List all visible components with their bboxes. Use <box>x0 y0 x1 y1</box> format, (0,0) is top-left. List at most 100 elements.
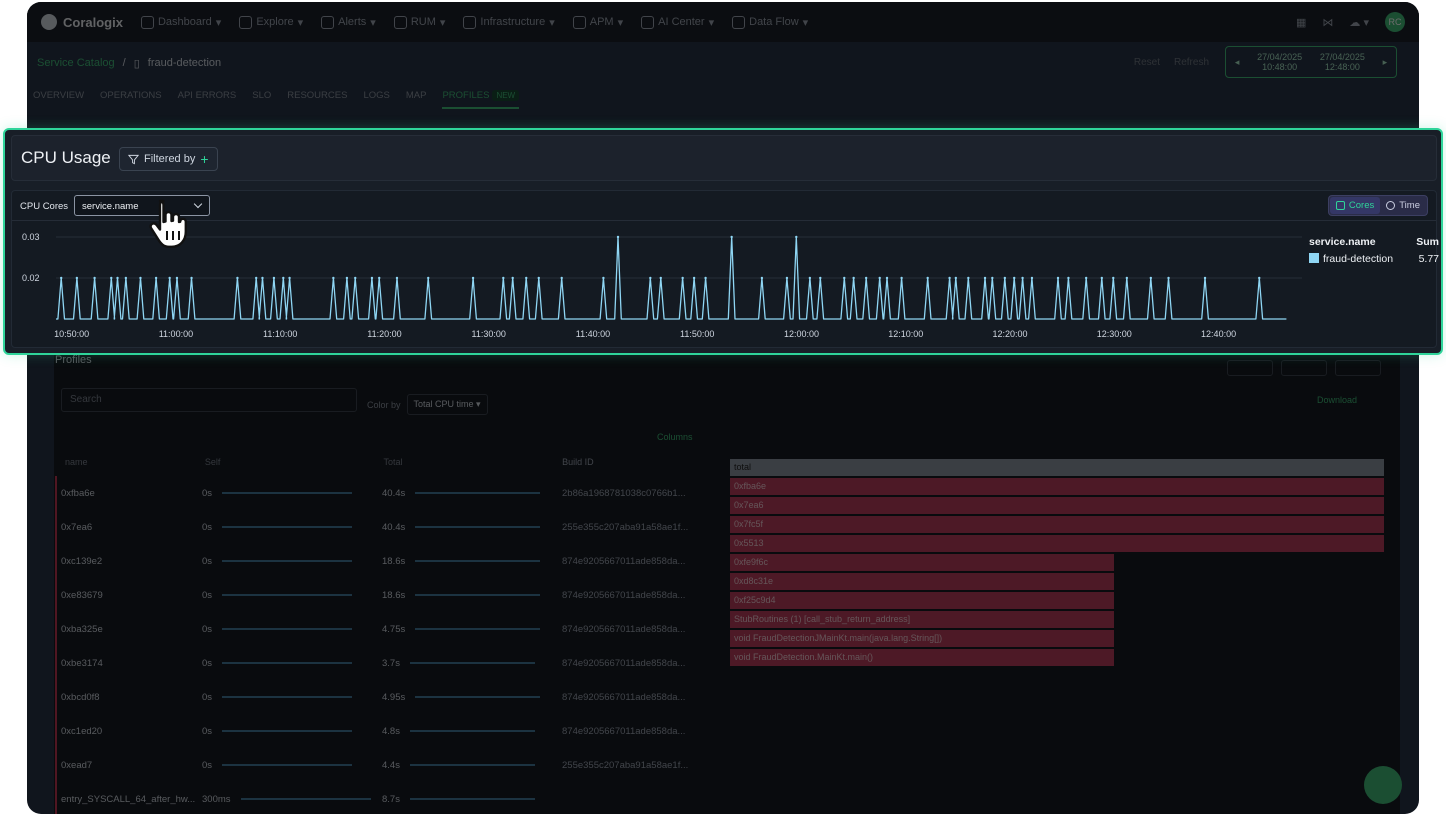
nav-item-ai-center[interactable]: AI Center ▾ <box>641 15 714 29</box>
coralogix-logo-icon <box>41 14 57 30</box>
tab-overview[interactable]: OVERVIEW <box>33 90 85 101</box>
table-row[interactable]: 0x7ea6 0s 40.4s 255e355c207aba91a58ae1f... <box>55 510 715 544</box>
view-button-2[interactable] <box>1281 360 1327 376</box>
data-point <box>616 235 620 239</box>
nav-item-data-flow[interactable]: Data Flow ▾ <box>732 15 808 29</box>
chevron-right-icon[interactable]: ▸ <box>1382 56 1388 67</box>
nav-item-alerts[interactable]: Alerts ▾ <box>321 15 376 29</box>
table-row[interactable]: 0xe83679 0s 18.6s 874e9205667011ade858da... <box>55 578 715 612</box>
data-point <box>395 276 399 280</box>
tab-map[interactable]: MAP <box>405 90 427 101</box>
tab-logs[interactable]: LOGS <box>363 90 390 101</box>
reset-button[interactable]: Reset <box>1133 57 1160 68</box>
data-point <box>154 276 158 280</box>
table-row[interactable]: 0xc139e2 0s 18.6s 874e9205667011ade858da... <box>55 544 715 578</box>
time-range-picker[interactable]: ◂ 27/04/2025 10:48:00 27/04/2025 12:48:00 … <box>1225 46 1397 78</box>
data-point <box>649 276 652 280</box>
x-tick-label: 12:20:00 <box>993 329 1028 339</box>
cell-self-text: 300ms <box>202 793 231 805</box>
tab-api-errors[interactable]: API ERRORS <box>177 90 237 101</box>
to-date: 27/04/2025 <box>1319 52 1365 62</box>
flame-frame[interactable]: 0xd8c31e <box>730 573 1114 590</box>
cloud-icon[interactable]: ☁ ▾ <box>1349 16 1369 29</box>
flame-frame[interactable]: void FraudDetectionJMainKt.main(java.lan… <box>730 630 1114 647</box>
x-tick-label: 12:00:00 <box>784 329 819 339</box>
to-time: 12:48:00 <box>1324 62 1360 72</box>
cell-total-text: 3.7s <box>382 657 400 669</box>
view-button-1[interactable] <box>1227 360 1273 376</box>
breadcrumb-separator: / <box>122 57 126 69</box>
tab-profiles[interactable]: PROFILES NEW <box>442 90 520 109</box>
color-by-select[interactable]: Total CPU time ▾ <box>406 394 488 415</box>
flame-frame[interactable]: 0x7ea6 <box>730 497 1384 514</box>
user-avatar[interactable]: RC <box>1385 12 1405 32</box>
toggle-cores[interactable]: Cores <box>1329 197 1381 214</box>
cell-build-id: 874e9205667011ade858da... <box>562 658 712 669</box>
card-title: CPU Usage <box>21 148 111 167</box>
tab-operations[interactable]: OPERATIONS <box>100 90 162 101</box>
table-row[interactable]: 0xead7 0s 4.4s 255e355c207aba91a58ae1f... <box>55 748 715 782</box>
view-button-3[interactable] <box>1335 360 1381 376</box>
cell-build-id-text: 874e9205667011ade858da... <box>562 691 686 703</box>
flame-root-frame[interactable]: total <box>730 459 1384 476</box>
flame-frame[interactable]: 0x7fc5f <box>730 516 1384 533</box>
tab-resources[interactable]: RESOURCES <box>287 90 348 101</box>
top-navigation: Coralogix Dashboard ▾ Explore ▾ Alerts ▾… <box>27 2 1419 42</box>
data-point <box>254 276 258 280</box>
download-button[interactable]: Download <box>1317 395 1358 405</box>
chip-icon <box>1335 201 1345 210</box>
y-tick-label: 0.02 <box>22 273 40 283</box>
legend-entry[interactable]: fraud-detection 5.77 <box>1309 253 1439 265</box>
table-row[interactable]: entry_SYSCALL_64_after_hw... 300ms 8.7s <box>55 782 715 814</box>
column-header-name[interactable]: name <box>65 457 88 467</box>
flame-frame[interactable]: 0xfe9f6c <box>730 554 1114 571</box>
cell-self-text: 0s <box>202 555 213 567</box>
nav-item-explore[interactable]: Explore ▾ <box>239 15 303 29</box>
toggle-time[interactable]: Time <box>1380 197 1426 214</box>
flame-frame[interactable]: 0xfba6e <box>730 478 1384 495</box>
toggle-cores-label: Cores <box>1348 200 1375 211</box>
flame-frame[interactable]: 0xf25c9d4 <box>730 592 1114 609</box>
column-header-self[interactable]: Self <box>204 457 221 467</box>
table-row[interactable]: 0xc1ed20 0s 4.8s 874e9205667011ade858da... <box>55 714 715 748</box>
flame-frame[interactable]: StubRoutines (1) [call_stub_return_addre… <box>730 611 1114 628</box>
ai-icon <box>641 15 655 29</box>
column-header-total[interactable]: Total <box>383 457 403 467</box>
cell-self: 0s <box>202 760 382 771</box>
cpu-line-chart[interactable]: 0.03 0.02 10:50:00 11:00:00 11:10:00 11:20:00… <box>12 221 1302 347</box>
cell-name: 0xfba6e <box>57 488 202 499</box>
group-by-select[interactable]: service.name <box>74 195 210 216</box>
share-icon[interactable]: ⋈ <box>1322 16 1334 29</box>
flame-frame[interactable]: 0x5513 <box>730 535 1384 552</box>
breadcrumb-root-link[interactable]: Service Catalog <box>37 57 115 69</box>
data-point <box>471 276 475 280</box>
cell-total: 18.6s <box>382 556 562 567</box>
filtered-by-button[interactable]: Filtered by + <box>119 147 218 171</box>
column-header-build-id[interactable]: Build ID <box>562 457 594 467</box>
profiles-search-input[interactable]: Search <box>61 388 357 412</box>
value-bar <box>222 491 353 494</box>
cpu-usage-header: CPU Usage Filtered by + <box>11 135 1437 181</box>
refresh-button[interactable]: Refresh <box>1173 57 1209 68</box>
chevron-left-icon[interactable]: ◂ <box>1234 56 1240 67</box>
nav-item-rum[interactable]: RUM ▾ <box>393 15 445 29</box>
table-row[interactable]: 0xbe3174 0s 3.7s 874e9205667011ade858da... <box>55 646 715 680</box>
flame-frame[interactable]: void FraudDetection.MainKt.main() <box>730 649 1114 666</box>
nav-item-infrastructure[interactable]: Infrastructure ▾ <box>463 15 555 29</box>
nav-item-apm[interactable]: APM ▾ <box>572 15 623 29</box>
cell-build-id-text: 874e9205667011ade858da... <box>562 725 686 737</box>
data-point <box>1149 276 1153 280</box>
nav-item-dashboard[interactable]: Dashboard ▾ <box>140 15 221 29</box>
apps-grid-icon[interactable]: ▦ <box>1296 16 1307 29</box>
data-point <box>525 276 528 280</box>
chat-fab-button[interactable] <box>1364 766 1402 804</box>
new-badge: NEW <box>492 90 520 101</box>
table-row[interactable]: 0xbcd0f8 0s 4.95s 874e9205667011ade858da... <box>55 680 715 714</box>
brand-logo[interactable]: Coralogix <box>41 14 123 30</box>
columns-button[interactable]: Columns <box>657 432 693 442</box>
cell-name-text: 0xc1ed20 <box>61 725 103 737</box>
table-row[interactable]: 0xfba6e 0s 40.4s 2b86a1968781038c0766b1... <box>55 476 715 510</box>
data-point <box>236 276 239 280</box>
table-row[interactable]: 0xba325e 0s 4.75s 874e9205667011ade858da... <box>55 612 715 646</box>
tab-slo[interactable]: SLO <box>252 90 272 101</box>
